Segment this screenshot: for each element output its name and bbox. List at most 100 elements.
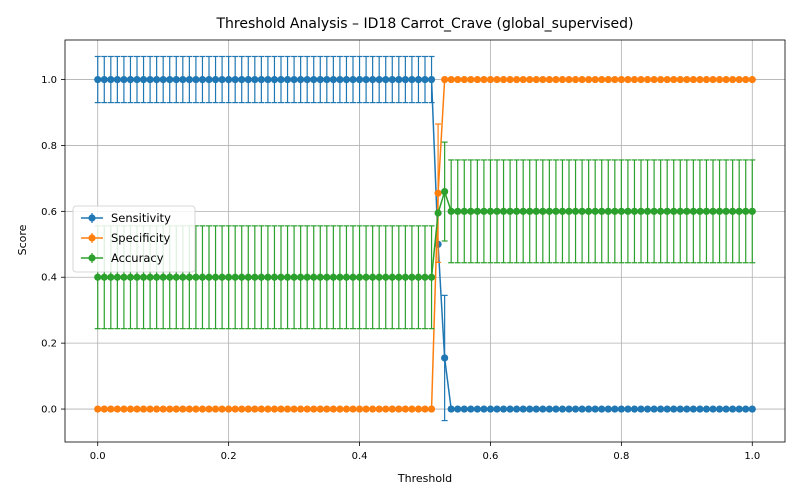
data-point bbox=[473, 75, 481, 84]
data-point bbox=[238, 75, 246, 84]
data-point bbox=[715, 75, 724, 84]
data-point bbox=[611, 75, 619, 84]
data-point bbox=[218, 75, 226, 84]
legend-marker bbox=[88, 234, 96, 242]
data-point bbox=[519, 405, 527, 413]
data-point bbox=[735, 207, 743, 215]
data-point bbox=[434, 189, 442, 197]
data-point bbox=[532, 405, 540, 413]
data-point bbox=[120, 75, 128, 84]
data-point bbox=[244, 273, 252, 281]
data-point bbox=[545, 207, 553, 215]
y-tick-label: 0.6 bbox=[41, 207, 57, 218]
legend: Sensitivity Specificity Accuracy bbox=[72, 205, 196, 273]
data-point bbox=[722, 207, 730, 215]
data-point bbox=[722, 75, 730, 84]
data-point bbox=[565, 207, 573, 215]
data-point bbox=[434, 209, 442, 217]
data-point bbox=[388, 405, 396, 413]
data-point bbox=[663, 207, 671, 215]
x-tick-label: 0.2 bbox=[221, 451, 237, 462]
data-point bbox=[735, 405, 743, 413]
data-point bbox=[120, 273, 128, 281]
data-point bbox=[696, 207, 704, 215]
data-point bbox=[585, 207, 593, 215]
data-point bbox=[532, 207, 540, 215]
data-point bbox=[709, 405, 717, 413]
data-point bbox=[264, 75, 272, 84]
data-point bbox=[277, 273, 285, 281]
data-point bbox=[748, 75, 756, 84]
data-point bbox=[264, 273, 272, 281]
data-point bbox=[513, 207, 521, 215]
data-point bbox=[591, 75, 599, 84]
data-point bbox=[270, 273, 279, 281]
data-point bbox=[100, 405, 108, 413]
data-point bbox=[382, 273, 390, 281]
data-point bbox=[480, 405, 488, 413]
data-point bbox=[441, 187, 449, 196]
data-point bbox=[192, 75, 200, 84]
data-point bbox=[113, 273, 121, 281]
data-point bbox=[153, 75, 161, 84]
axes-frame bbox=[64, 39, 786, 443]
y-tick-label: 0.2 bbox=[41, 339, 57, 350]
data-point bbox=[401, 75, 409, 84]
legend-item-sensitivity: Sensitivity bbox=[81, 211, 171, 225]
data-point bbox=[683, 75, 691, 84]
data-point bbox=[657, 207, 665, 215]
legend-marker bbox=[88, 254, 96, 262]
data-point bbox=[598, 207, 606, 215]
data-point bbox=[585, 405, 593, 413]
data-point bbox=[454, 405, 462, 413]
data-point bbox=[94, 405, 102, 413]
data-point bbox=[637, 75, 645, 84]
data-point bbox=[421, 405, 429, 413]
data-point bbox=[696, 405, 704, 413]
data-point bbox=[454, 207, 462, 215]
data-point bbox=[473, 207, 481, 215]
data-point bbox=[205, 273, 213, 281]
data-point bbox=[159, 273, 167, 281]
data-point bbox=[643, 75, 652, 84]
data-point bbox=[670, 207, 678, 215]
series-sensitivity bbox=[94, 55, 756, 422]
data-point bbox=[539, 75, 547, 84]
data-point bbox=[310, 273, 318, 281]
legend-label: Accuracy bbox=[111, 251, 164, 265]
data-point bbox=[643, 207, 652, 215]
data-point bbox=[729, 75, 737, 84]
data-point bbox=[401, 405, 409, 413]
data-point bbox=[303, 405, 311, 413]
data-point bbox=[218, 405, 226, 413]
data-point bbox=[499, 207, 508, 215]
data-point bbox=[506, 75, 514, 84]
x-tick-label: 0.4 bbox=[352, 451, 368, 462]
data-point bbox=[388, 273, 396, 281]
data-point bbox=[244, 405, 252, 413]
data-point bbox=[388, 75, 396, 84]
data-point bbox=[571, 405, 580, 413]
data-point bbox=[683, 405, 691, 413]
data-point bbox=[486, 207, 495, 215]
data-point bbox=[375, 75, 383, 84]
data-point bbox=[519, 207, 527, 215]
data-point bbox=[696, 75, 704, 84]
data-point bbox=[689, 207, 697, 215]
plot-area: 0.0 0.2 0.4 0.6 0.8 1.0 0.0 0.2 0.4 0.6 0.8 1.0 bbox=[41, 39, 786, 462]
data-point bbox=[166, 405, 174, 413]
data-point bbox=[663, 405, 671, 413]
data-point bbox=[499, 405, 508, 413]
data-point bbox=[349, 405, 357, 413]
data-point bbox=[447, 75, 455, 84]
data-point bbox=[192, 405, 200, 413]
data-point bbox=[362, 405, 370, 413]
data-point bbox=[689, 405, 697, 413]
data-point bbox=[179, 405, 187, 413]
data-point bbox=[519, 75, 527, 84]
data-point bbox=[460, 207, 468, 215]
data-point bbox=[748, 207, 756, 215]
x-axis-label: Threshold bbox=[397, 472, 452, 485]
data-point bbox=[336, 273, 344, 281]
data-point bbox=[643, 405, 652, 413]
